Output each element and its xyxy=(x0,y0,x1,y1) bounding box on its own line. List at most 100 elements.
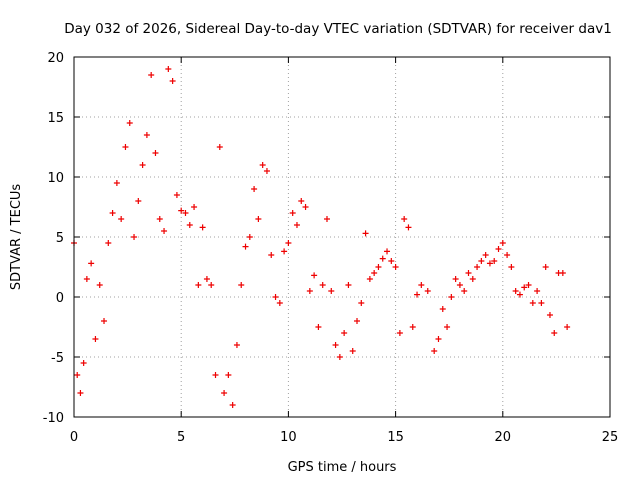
data-point xyxy=(105,240,112,246)
data-point xyxy=(538,300,545,306)
data-point xyxy=(233,342,240,348)
data-point xyxy=(362,230,369,237)
data-point xyxy=(461,288,468,294)
x-tick-labels: 0 5 10 15 20 25 xyxy=(70,430,618,445)
data-point xyxy=(564,324,571,330)
data-point xyxy=(191,204,198,210)
data-point xyxy=(379,255,386,262)
data-point xyxy=(491,258,498,264)
data-point xyxy=(156,216,163,222)
data-point xyxy=(281,248,288,255)
data-point xyxy=(546,312,553,318)
data-point xyxy=(401,216,408,222)
data-point xyxy=(135,198,142,204)
data-point xyxy=(444,324,451,330)
y-tick-label: -5 xyxy=(51,351,64,366)
data-point xyxy=(225,372,232,378)
data-point xyxy=(345,282,352,288)
data-point xyxy=(298,198,305,204)
data-point xyxy=(319,282,326,288)
data-point xyxy=(418,282,425,288)
data-point xyxy=(542,264,549,270)
data-point xyxy=(195,282,202,288)
data-point xyxy=(482,252,489,258)
data-point xyxy=(289,210,296,216)
data-point xyxy=(109,210,116,216)
chart-title: Day 032 of 2026, Sidereal Day-to-day VTE… xyxy=(64,21,612,37)
data-point xyxy=(375,264,382,270)
x-tick-label: 10 xyxy=(280,430,297,445)
data-point xyxy=(126,120,133,126)
data-point xyxy=(499,240,506,246)
data-point xyxy=(525,282,532,288)
data-point xyxy=(323,216,330,222)
data-point xyxy=(293,222,300,228)
data-point xyxy=(173,192,180,198)
data-point xyxy=(186,222,193,228)
data-point xyxy=(88,260,95,267)
data-point xyxy=(508,264,515,270)
data-point xyxy=(478,258,485,264)
data-point xyxy=(529,300,536,306)
data-point xyxy=(302,204,309,210)
data-point xyxy=(405,224,412,231)
data-point xyxy=(152,150,159,156)
data-point xyxy=(504,252,511,258)
data-point xyxy=(388,258,395,264)
data-point xyxy=(178,207,185,214)
data-point xyxy=(469,276,476,282)
data-point xyxy=(96,282,103,288)
data-point xyxy=(521,284,528,291)
data-point xyxy=(208,282,215,288)
data-point xyxy=(212,372,219,378)
data-point xyxy=(474,264,481,270)
data-point xyxy=(358,300,365,306)
y-axis-label: SDTVAR / TECUs xyxy=(9,184,24,291)
data-point xyxy=(113,180,120,186)
data-point xyxy=(392,264,399,270)
data-point xyxy=(92,336,99,342)
data-point xyxy=(276,300,283,306)
x-tick-label: 15 xyxy=(387,430,404,445)
data-point xyxy=(161,228,168,234)
data-point xyxy=(439,306,446,312)
x-tick-label: 25 xyxy=(602,430,619,445)
data-point xyxy=(272,294,279,300)
data-point xyxy=(169,78,176,84)
y-tick-labels: -10 -5 0 5 10 15 20 xyxy=(43,51,64,426)
data-point xyxy=(465,270,472,276)
data-point xyxy=(486,260,493,267)
grid xyxy=(74,57,610,417)
data-point xyxy=(229,402,236,408)
data-point xyxy=(336,354,343,360)
data-point xyxy=(285,240,292,246)
data-point xyxy=(203,276,210,282)
data-point xyxy=(268,252,275,258)
y-tick-label: 15 xyxy=(47,111,64,126)
data-point xyxy=(199,224,206,231)
data-point xyxy=(341,330,348,336)
data-point xyxy=(435,336,442,342)
y-tick-label: -10 xyxy=(43,411,64,426)
data-point xyxy=(409,324,416,330)
data-point xyxy=(452,276,459,282)
data-point xyxy=(242,243,249,250)
data-point xyxy=(80,360,87,366)
tick-marks xyxy=(73,56,611,418)
data-point xyxy=(559,270,566,276)
data-point xyxy=(495,246,502,252)
data-points xyxy=(71,66,571,408)
data-point xyxy=(512,288,519,294)
x-tick-label: 20 xyxy=(495,430,512,445)
data-point xyxy=(255,216,262,222)
data-point xyxy=(315,324,322,330)
data-point xyxy=(122,144,129,150)
data-point xyxy=(311,272,318,279)
x-axis-label: GPS time / hours xyxy=(288,460,397,475)
y-tick-label: 5 xyxy=(56,231,64,246)
data-point xyxy=(366,276,373,282)
data-point xyxy=(328,288,335,294)
data-point xyxy=(251,186,258,192)
